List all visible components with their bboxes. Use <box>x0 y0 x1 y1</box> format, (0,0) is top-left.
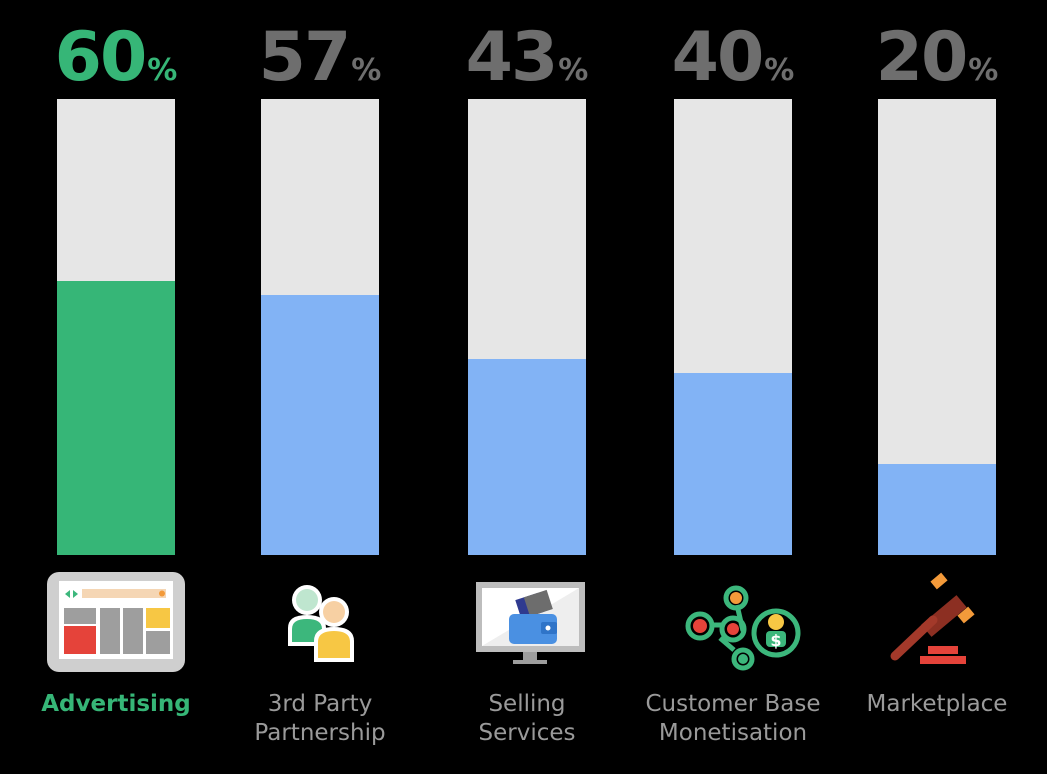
data-label-value: 20 <box>875 18 969 97</box>
bar-column: 40% $ Customer Base Monetisation <box>645 0 820 774</box>
data-label-unit: % <box>968 53 999 88</box>
category-label: Marketplace <box>818 690 1047 719</box>
bar-column: 43% Selling Services <box>466 0 589 774</box>
data-label: 60% <box>17 22 215 94</box>
bar-track <box>57 99 175 555</box>
bar <box>468 358 586 555</box>
bar-track <box>674 99 792 555</box>
svg-text:$: $ <box>770 631 781 650</box>
category-label-line: Marketplace <box>866 691 1008 717</box>
bar-column: 20% Marketplace <box>867 0 1008 774</box>
data-label-unit: % <box>558 53 589 88</box>
data-label-unit: % <box>147 53 178 88</box>
data-label-value: 57 <box>258 18 352 97</box>
data-label: 40% <box>634 22 832 94</box>
customer-network-icon: $ <box>663 568 803 672</box>
data-label-unit: % <box>764 53 795 88</box>
category-label-line: Selling <box>488 691 566 717</box>
bar <box>674 372 792 555</box>
wallet-monitor-icon <box>457 568 597 672</box>
category-label: Selling Services <box>408 690 646 748</box>
category-label-line: Monetisation <box>658 720 808 746</box>
data-label: 20% <box>838 22 1036 94</box>
bar <box>57 281 175 555</box>
data-label-unit: % <box>351 53 382 88</box>
bar-track <box>261 99 379 555</box>
bar-column: 57% 3rd Party Partnership <box>254 0 385 774</box>
data-label-value: 60 <box>54 18 148 97</box>
category-label: Customer Base Monetisation <box>614 690 852 748</box>
data-label-value: 43 <box>465 18 559 97</box>
data-label: 57% <box>221 22 419 94</box>
data-label: 43% <box>428 22 626 94</box>
data-label-value: 40 <box>671 18 765 97</box>
category-label-line: Partnership <box>254 720 386 746</box>
bar <box>878 463 996 555</box>
category-label-line: Advertising <box>41 691 191 717</box>
bar-track <box>878 99 996 555</box>
category-label-line: Services <box>478 720 576 746</box>
advertising-browser-icon <box>46 568 186 672</box>
bar-track <box>468 99 586 555</box>
bar-column: 60% Advertising <box>41 0 191 774</box>
bar <box>261 295 379 555</box>
category-label: Advertising <box>0 690 235 719</box>
category-label: 3rd Party Partnership <box>201 690 439 748</box>
gavel-icon <box>867 568 1007 672</box>
category-label-line: 3rd Party <box>267 691 373 717</box>
category-label-line: Customer Base <box>645 691 821 717</box>
partnership-people-icon <box>250 568 390 672</box>
